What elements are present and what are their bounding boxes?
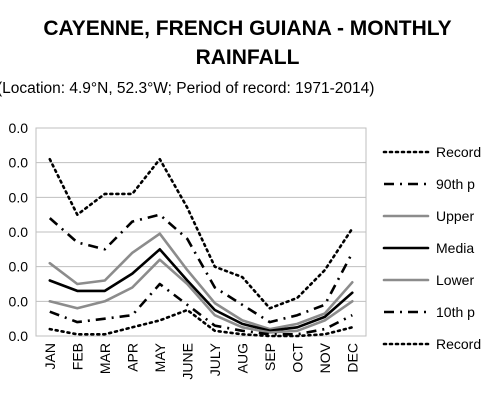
series-line-5 (48, 258, 354, 334)
chart-title-line-1: CAYENNE, FRENCH GUIANA - MONTHLY (43, 17, 452, 40)
legend-label-6: 10th p (436, 304, 475, 320)
y-tick-label: 0.0 (9, 120, 29, 136)
x-tick-label: JAN (42, 343, 58, 369)
x-tick-label: NOV (317, 342, 333, 373)
y-tick-label: 0.0 (9, 259, 29, 275)
legend-label-3: Upper (436, 208, 474, 224)
y-tick-label: 0.0 (9, 155, 29, 171)
chart-title: CAYENNE, FRENCH GUIANA - MONTHLY RAINFAL… (0, 14, 495, 72)
x-tick-label: APR (124, 343, 140, 372)
y-tick-label: 0.0 (9, 189, 29, 205)
grid-lines (35, 127, 367, 337)
x-tick-label: MAR (97, 343, 113, 374)
series-line-1 (48, 157, 354, 310)
legend-label-1: Record (436, 144, 481, 160)
chart-title-line-2: RAINFALL (195, 46, 300, 69)
x-axis-tick-labels: JAN FEB MAR APR MAY JUNE JULY AUG SEP OCT NOV DEC (42, 342, 361, 379)
series-line-2 (48, 213, 354, 324)
x-tick-label: OCT (289, 343, 305, 373)
series-line-4 (48, 248, 354, 333)
legend-label-5: Lower (436, 272, 474, 288)
chart-subtitle: (Location: 4.9°N, 52.3°W; Period of reco… (0, 80, 375, 97)
legend-label-4: Media (436, 240, 474, 256)
x-tick-label: AUG (234, 343, 250, 373)
x-tick-label: DEC (344, 343, 360, 373)
series-line-3 (48, 232, 354, 331)
x-tick-label: FEB (69, 343, 85, 370)
x-tick-label: SEP (262, 343, 278, 371)
legend-label-2: 90th p (436, 176, 475, 192)
y-tick-label: 0.0 (9, 328, 29, 344)
y-tick-label: 0.0 (9, 293, 29, 309)
series-lines (48, 157, 354, 338)
x-tick-label: JUNE (179, 343, 195, 380)
legend-label-7: Record (436, 336, 481, 352)
x-tick-label: MAY (152, 342, 168, 372)
series-line-6 (49, 282, 353, 336)
series-line-7 (48, 308, 354, 338)
legend: Record 90th p Upper Media Lower 10th p Record (382, 144, 481, 352)
y-axis-tick-labels: 0.0 0.0 0.0 0.0 0.0 0.0 0.0 (9, 120, 29, 344)
x-tick-label: JULY (207, 342, 223, 376)
y-tick-label: 0.0 (9, 224, 29, 240)
